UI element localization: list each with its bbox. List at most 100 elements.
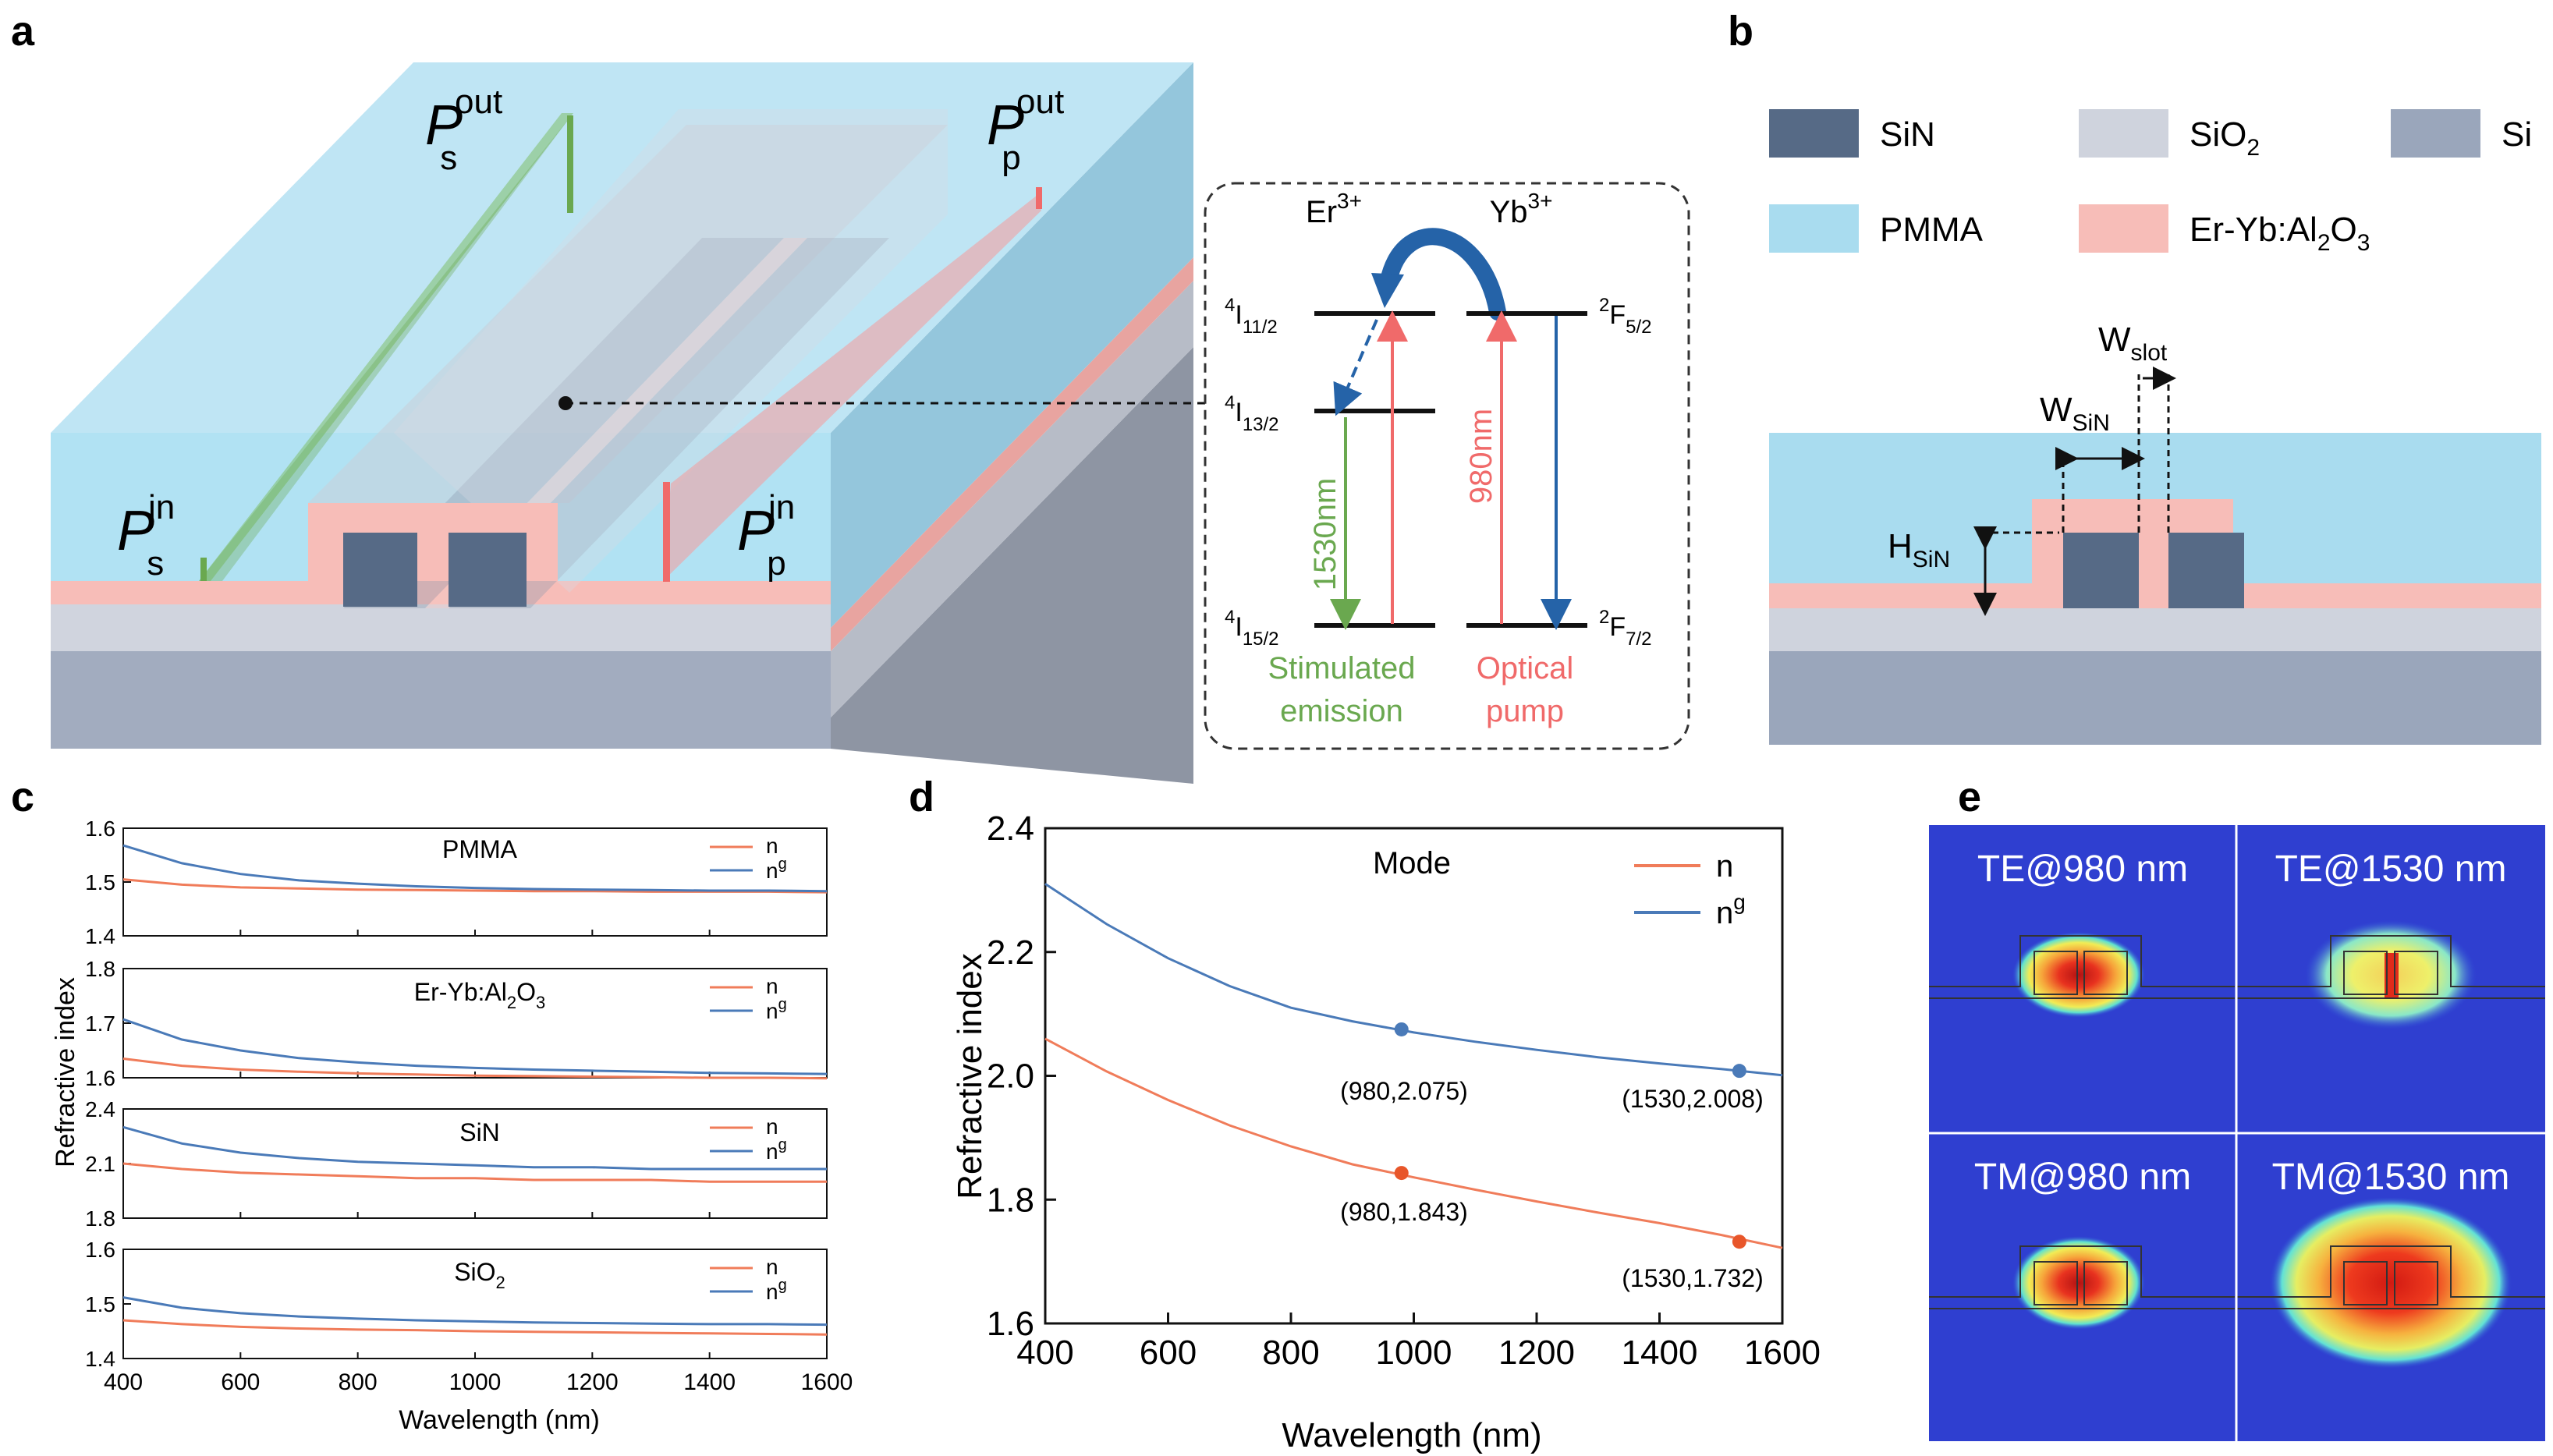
- d-legend-n: n: [1716, 849, 1733, 884]
- d-lines: [1044, 883, 1783, 1249]
- e-label-tm980: TM@980 nm: [1974, 1157, 2191, 1198]
- legend-swatch-pmma: [1769, 204, 1859, 253]
- energy-transfer-arrow: [1380, 228, 1506, 321]
- c-legend-ng-2: ng: [766, 1136, 787, 1164]
- c-ytick-label-3-1: 1.5: [85, 1292, 115, 1316]
- d-point-3: [1732, 1235, 1746, 1249]
- panel-d: 400 600 800 1000 1200 1400 1600 1.6 1.8 2.0 2.2 2.4…: [951, 809, 1821, 1454]
- side-face-eryb: [831, 257, 1193, 651]
- c-legend-ng-0: ng: [766, 856, 787, 883]
- pump-in-marker: [663, 482, 670, 582]
- c-legend-ng-3: ng: [766, 1277, 787, 1304]
- label-pp-out: Pout p: [987, 83, 1064, 177]
- e-field-tm980: [2012, 1236, 2145, 1330]
- legend-label-sin: SiN: [1880, 115, 1935, 154]
- d-point-label-2: (1530,2.008): [1622, 1085, 1763, 1113]
- cs-sio2: [1769, 608, 2541, 651]
- e-label-te1530: TE@1530 nm: [2275, 848, 2507, 890]
- legend-swatch-sio2: [2079, 109, 2168, 158]
- waveguide-strip: [308, 125, 948, 503]
- panel-c: Refractive index Wavelength (nm) 1.6 1.5 1…: [51, 817, 853, 1435]
- signal-beam-fill: [199, 113, 573, 581]
- panel-b: SiN SiO2 Si PMMA Er-Yb:Al2O3 Wslot WSiN …: [1769, 109, 2541, 745]
- d-xtick-label-0: 400: [1016, 1334, 1073, 1372]
- front-sio2: [51, 604, 831, 651]
- legend-label-eryb: Er-Yb:Al2O3: [2190, 211, 2370, 256]
- e-outlines: [1929, 935, 2545, 1309]
- legend-swatch-eryb: [2079, 204, 2168, 253]
- d-point-label-4: (1530,1.732): [1622, 1264, 1763, 1292]
- d-ytick-label-1: 1.8: [987, 1181, 1034, 1219]
- panel-label-b: b: [1728, 8, 1753, 55]
- c-legend-n-1: n: [766, 974, 778, 998]
- c-title-sio2: SiO2: [454, 1258, 505, 1292]
- label-pp-in: Pin p: [737, 488, 795, 583]
- c-legend-n-0: n: [766, 834, 778, 858]
- label-w-sin: WSiN: [2040, 391, 2110, 436]
- front-si: [51, 651, 831, 749]
- c-title-pmma: PMMA: [442, 835, 518, 863]
- c-ytick-label-1-2: 1.6: [85, 1066, 115, 1090]
- c-legend-ng-1: ng: [766, 996, 787, 1023]
- signal-beam: [199, 113, 573, 581]
- c-legend-n-2: n: [766, 1114, 778, 1139]
- d-point-0: [1394, 1022, 1409, 1036]
- d-xtick-label-4: 1200: [1498, 1334, 1575, 1372]
- panel-a-device: Pout s Pout p Pin s Pin p: [51, 62, 1205, 784]
- d-ticks: 400 600 800 1000 1200 1400 1600 1.6 1.8 2.0 2.2 2.4: [987, 809, 1821, 1372]
- e-label-te980: TE@980 nm: [1977, 848, 2188, 890]
- c-series-0-ng: [122, 844, 828, 893]
- side-face-pmma: [831, 62, 1193, 628]
- er-ion-label: Er3+: [1306, 189, 1362, 229]
- legend-swatch-sin: [1769, 109, 1859, 158]
- panel-c-ylabel: Refractive index: [51, 977, 80, 1167]
- energy-transfer-arrowhead: [1371, 273, 1404, 308]
- c-ytick-label-1-1: 1.7: [85, 1011, 115, 1036]
- c-xtick-label-6: 1600: [801, 1369, 853, 1395]
- e-rail-te1530-l: [2343, 951, 2388, 995]
- c-xtick-label-3: 1000: [449, 1369, 502, 1395]
- front-sin-right: [449, 533, 527, 607]
- front-eryb: [51, 581, 831, 604]
- c-series-3-n: [122, 1319, 828, 1336]
- c-ytick-label-2-0: 2.4: [85, 1097, 115, 1121]
- label-pump: pump: [1486, 694, 1564, 728]
- d-axes-frame: [1044, 827, 1784, 1325]
- energy-diagram: Er3+ Yb3+ 4I11/2 4I13/2 4I15/2 2F5/2 2F7…: [1204, 182, 1690, 750]
- c-ytick-label-3-2: 1.4: [85, 1347, 115, 1371]
- label-emission: emission: [1280, 694, 1403, 728]
- sin-rail-2: [449, 238, 889, 608]
- c-ytick-label-0-1: 1.5: [85, 870, 115, 895]
- label-i132: 4I13/2: [1225, 392, 1279, 435]
- e-rail-te980-r: [2083, 951, 2128, 995]
- front-sin-left: [343, 533, 417, 607]
- c-xtick-label-5: 1400: [683, 1369, 736, 1395]
- d-legend-ng: ng: [1716, 890, 1746, 930]
- e-rail-tm980-r: [2083, 1261, 2128, 1305]
- d-title: Mode: [1373, 846, 1451, 880]
- label-i152: 4I15/2: [1225, 607, 1279, 650]
- c-xtick-label-2: 800: [339, 1369, 378, 1395]
- e-field-tm1530: [2270, 1197, 2512, 1369]
- label-i112: 4I11/2: [1225, 295, 1278, 338]
- e-outline-te1530: [2237, 935, 2545, 987]
- side-face-si: [831, 347, 1193, 784]
- d-series-ng: [1044, 883, 1783, 1077]
- label-1530nm: 1530nm: [1308, 478, 1342, 591]
- c-series-2-n: [122, 1162, 827, 1183]
- e-rail-te1530-r: [2394, 951, 2438, 995]
- e-label-tm1530: TM@1530 nm: [2272, 1157, 2510, 1198]
- e-outline-tm1530: [2237, 1245, 2545, 1298]
- legend-label-sio2: SiO2: [2190, 115, 2260, 161]
- label-stimulated: Stimulated: [1268, 651, 1416, 685]
- panel-label-e: e: [1958, 774, 1981, 820]
- label-h-sin: HSiN: [1888, 527, 1950, 572]
- c-title-sin: SiN: [459, 1118, 500, 1146]
- panel-c-plots: 1.61.51.4nng1.81.71.6nng2.42.11.8nng1.61…: [85, 817, 853, 1395]
- label-f52: 2F5/2: [1599, 295, 1652, 338]
- panel-label-c: c: [11, 774, 34, 820]
- d-xtick-label-2: 800: [1262, 1334, 1319, 1372]
- panel-e: TE@980 nm TE@1530 nm TM@980 nm TM@1530 n…: [1929, 825, 2545, 1441]
- panel-c-xlabel: Wavelength (nm): [399, 1405, 600, 1435]
